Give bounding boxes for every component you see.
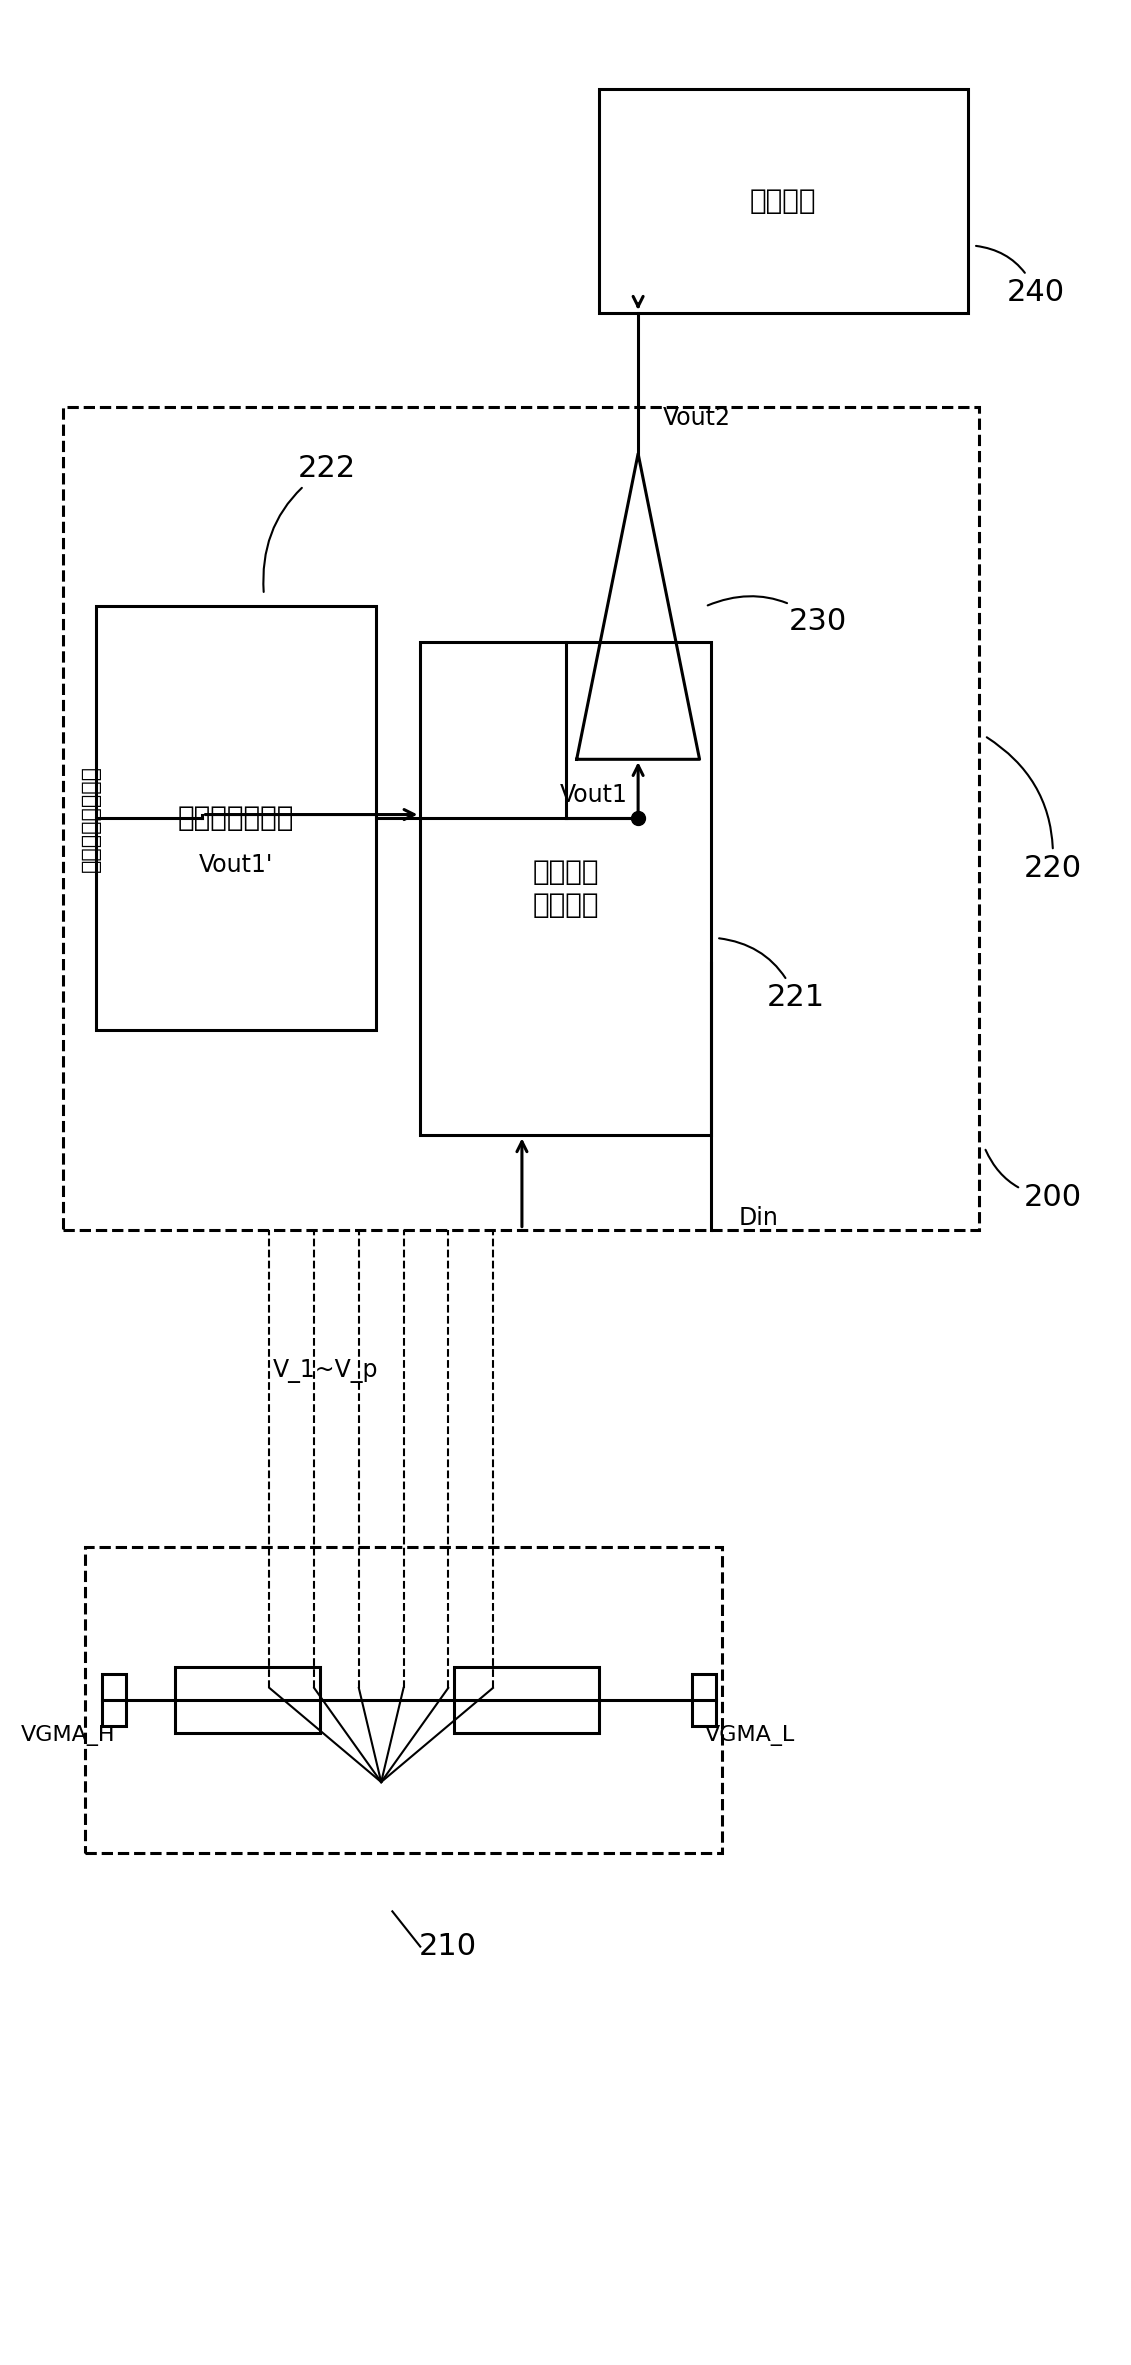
Bar	[692, 1674, 716, 1726]
Text: Vout1: Vout1	[560, 783, 628, 806]
Bar	[85, 1547, 722, 1852]
Text: Din: Din	[739, 1206, 778, 1230]
Text: 200: 200	[985, 1149, 1081, 1211]
Text: 210: 210	[420, 1932, 477, 1961]
Text: 221: 221	[719, 939, 824, 1012]
Text: 240: 240	[976, 246, 1065, 307]
Text: 数字模拟转换装置: 数字模拟转换装置	[80, 764, 101, 873]
Text: V_1~V_p: V_1~V_p	[273, 1358, 378, 1384]
Bar	[599, 90, 968, 312]
Bar	[102, 1674, 127, 1726]
Bar	[174, 1667, 320, 1734]
Bar	[421, 641, 710, 1135]
Text: 222: 222	[264, 454, 355, 591]
Text: 220: 220	[986, 738, 1081, 882]
Text: 数字模拟
转换电路: 数字模拟 转换电路	[533, 858, 598, 920]
Text: 230: 230	[708, 596, 847, 636]
Text: 回转率增强电路: 回转率增强电路	[178, 804, 294, 832]
Text: Vout1': Vout1'	[199, 854, 274, 877]
Bar	[454, 1667, 599, 1734]
Bar	[96, 605, 375, 1029]
Bar	[63, 407, 978, 1230]
Text: VGMA_H: VGMA_H	[21, 1724, 115, 1745]
Text: Vout2: Vout2	[663, 407, 731, 430]
Text: VGMA_L: VGMA_L	[705, 1724, 795, 1745]
Text: 显示面板: 显示面板	[750, 187, 817, 215]
